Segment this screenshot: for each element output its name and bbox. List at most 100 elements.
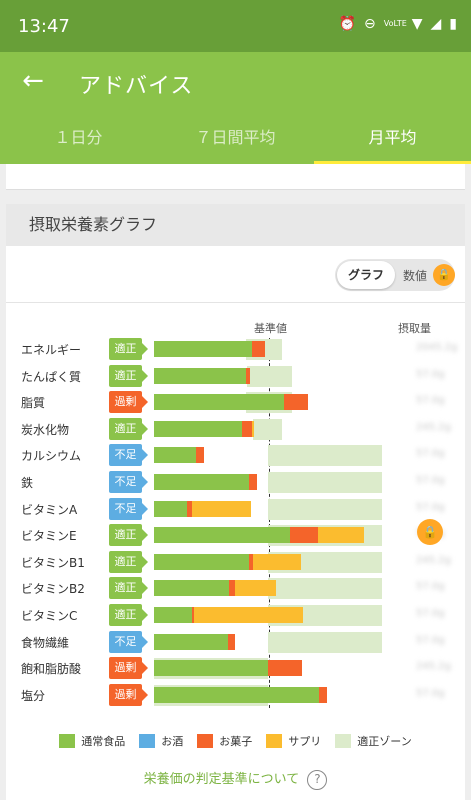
bar-segment [154,367,247,384]
status-badge: 適正 [109,550,148,573]
nutrient-name: 鉄 [21,476,34,490]
intake-amount: 57.0g [416,687,445,699]
nutrient-row: 塩分 過剰 57.0g [6,683,465,708]
optimal-zone [268,631,382,653]
optimal-zone [253,418,282,440]
alarm-icon: ⏰ [338,16,356,32]
bar-segment [154,474,249,490]
intake-amount: 57.0g [416,501,445,513]
nutrient-row: ビタミンA 不足 57.0g [6,497,465,522]
bar-segment [154,527,290,544]
tab-daily[interactable]: １日分 [54,128,103,147]
nutrient-row: 脂質 過剰 57.0g [6,391,465,415]
status-badge: 不足 [109,497,148,520]
intake-header: 摂取量 [398,322,431,335]
nutrient-row: ビタミンE適正57.0g [6,524,465,548]
status-time: 13:47 [18,16,70,37]
back-arrow-icon[interactable]: ← [22,66,44,96]
nutrient-name: ビタミンC [21,609,78,623]
nutrient-row: 食物繊維 不足 57.0g [6,630,465,655]
optimal-zone [268,578,382,600]
optimal-zone [247,365,292,387]
number-view-button[interactable]: 数値 [402,268,427,283]
intake-amount: 57.0g [416,448,445,460]
bar-segment [154,394,284,411]
legend-label: 適正ゾーン [357,735,412,748]
nutrient-name: 飽和脂肪酸 [21,662,82,677]
intake-amount: 57.0g [416,634,445,646]
previous-card-edge [6,164,465,190]
criteria-link-label[interactable]: 栄養価の判定基準について [143,772,300,787]
nutrient-name: ビタミンB1 [21,555,85,570]
bar-segment [191,500,251,517]
signal-icon: ◢ [430,16,442,32]
bar-segment [196,447,205,464]
legend-label: お酒 [161,735,184,748]
status-badge: 過剰 [109,657,148,680]
view-toggle: グラフ 数値 🔒 [335,259,455,291]
bar-segment [268,660,303,677]
legend-swatch [266,734,283,748]
bar-segment [241,420,253,437]
status-badge: 不足 [109,630,148,653]
bar-segment [154,686,320,703]
bar-segment [252,341,265,357]
lock-icon[interactable]: 🔒 [417,519,443,545]
tab-7day-average[interactable]: ７日間平均 [195,128,276,147]
bar-segment [252,420,255,437]
bar-segment [248,474,257,490]
legend-item: 通常食品 [59,731,125,751]
intake-amount: 57.0g [416,395,445,407]
optimal-zone [268,445,382,467]
status-badge: 適正 [109,338,148,360]
criteria-link[interactable]: 栄養価の判定基準について ? [6,768,465,790]
chart-legend: 通常食品 お酒 お菓子 サプリ 適正ゾーン [6,731,465,751]
legend-swatch [139,734,156,748]
legend-item: お酒 [139,731,183,751]
intake-amount: 245.2g [416,421,451,433]
bar-segment [246,367,250,384]
nutrient-name: エネルギー [21,343,82,357]
help-icon[interactable]: ? [307,769,328,790]
legend-item: サプリ [266,731,321,751]
divider [6,302,465,303]
nutrient-chart: エネルギー 適正 2045.2g たんぱく質 適正 57.0g 脂質 過剰 57.0g 炭水化物適… [6,338,465,718]
graph-view-button[interactable]: グラフ [337,261,395,289]
legend-swatch [335,734,352,748]
app-bar: ← アドバイス １日分 ７日間平均 月平均 [0,52,471,164]
status-badge: 適正 [109,577,148,600]
intake-amount: 57.0g [416,368,445,380]
standard-header: 基準値 [254,322,287,335]
status-badge: 適正 [109,604,148,626]
lock-icon: 🔒 [433,264,455,286]
status-badge: 適正 [109,417,148,440]
wifi-icon: ▼ [411,16,423,32]
intake-amount: 245.2g [416,554,451,566]
bar-segment [248,553,254,570]
status-badge: 過剰 [109,391,148,414]
nutrient-row: 炭水化物 適正 245.2g [6,417,465,442]
bar-segment [154,553,249,570]
bar-segment [154,341,253,357]
nutrient-name: カルシウム [21,449,82,464]
optimal-zone [268,498,382,520]
card-title: 摂取栄養素グラフ [6,204,465,246]
legend-item: 適正ゾーン [335,731,412,751]
nutrient-name: ビタミンB2 [21,582,85,597]
status-icons: ⏰ ⊖ VoLTE ▼ ◢ ▮ [339,16,457,32]
nutrient-name: ビタミンE [21,529,77,544]
nutrient-row: ビタミンB1 適正 245.2g [6,550,465,575]
bar-segment [154,500,188,517]
tab-monthly-average[interactable]: 月平均 [314,116,471,164]
bar-segment [253,553,302,570]
bar-segment [154,420,242,437]
nutrient-row: 飽和脂肪酸 過剰 245.2g [6,657,465,681]
volte-icon: VoLTE [383,19,407,28]
bar-segment [289,527,319,544]
status-bar: 13:47 ⏰ ⊖ VoLTE ▼ ◢ ▮ [0,0,471,52]
bar-segment [229,580,235,597]
intake-amount: 57.0g [416,475,445,486]
nutrient-name: 食物繊維 [21,635,70,650]
nutrient-row: カルシウム 不足 57.0g [6,444,465,468]
intake-amount: 57.0g [416,581,445,593]
